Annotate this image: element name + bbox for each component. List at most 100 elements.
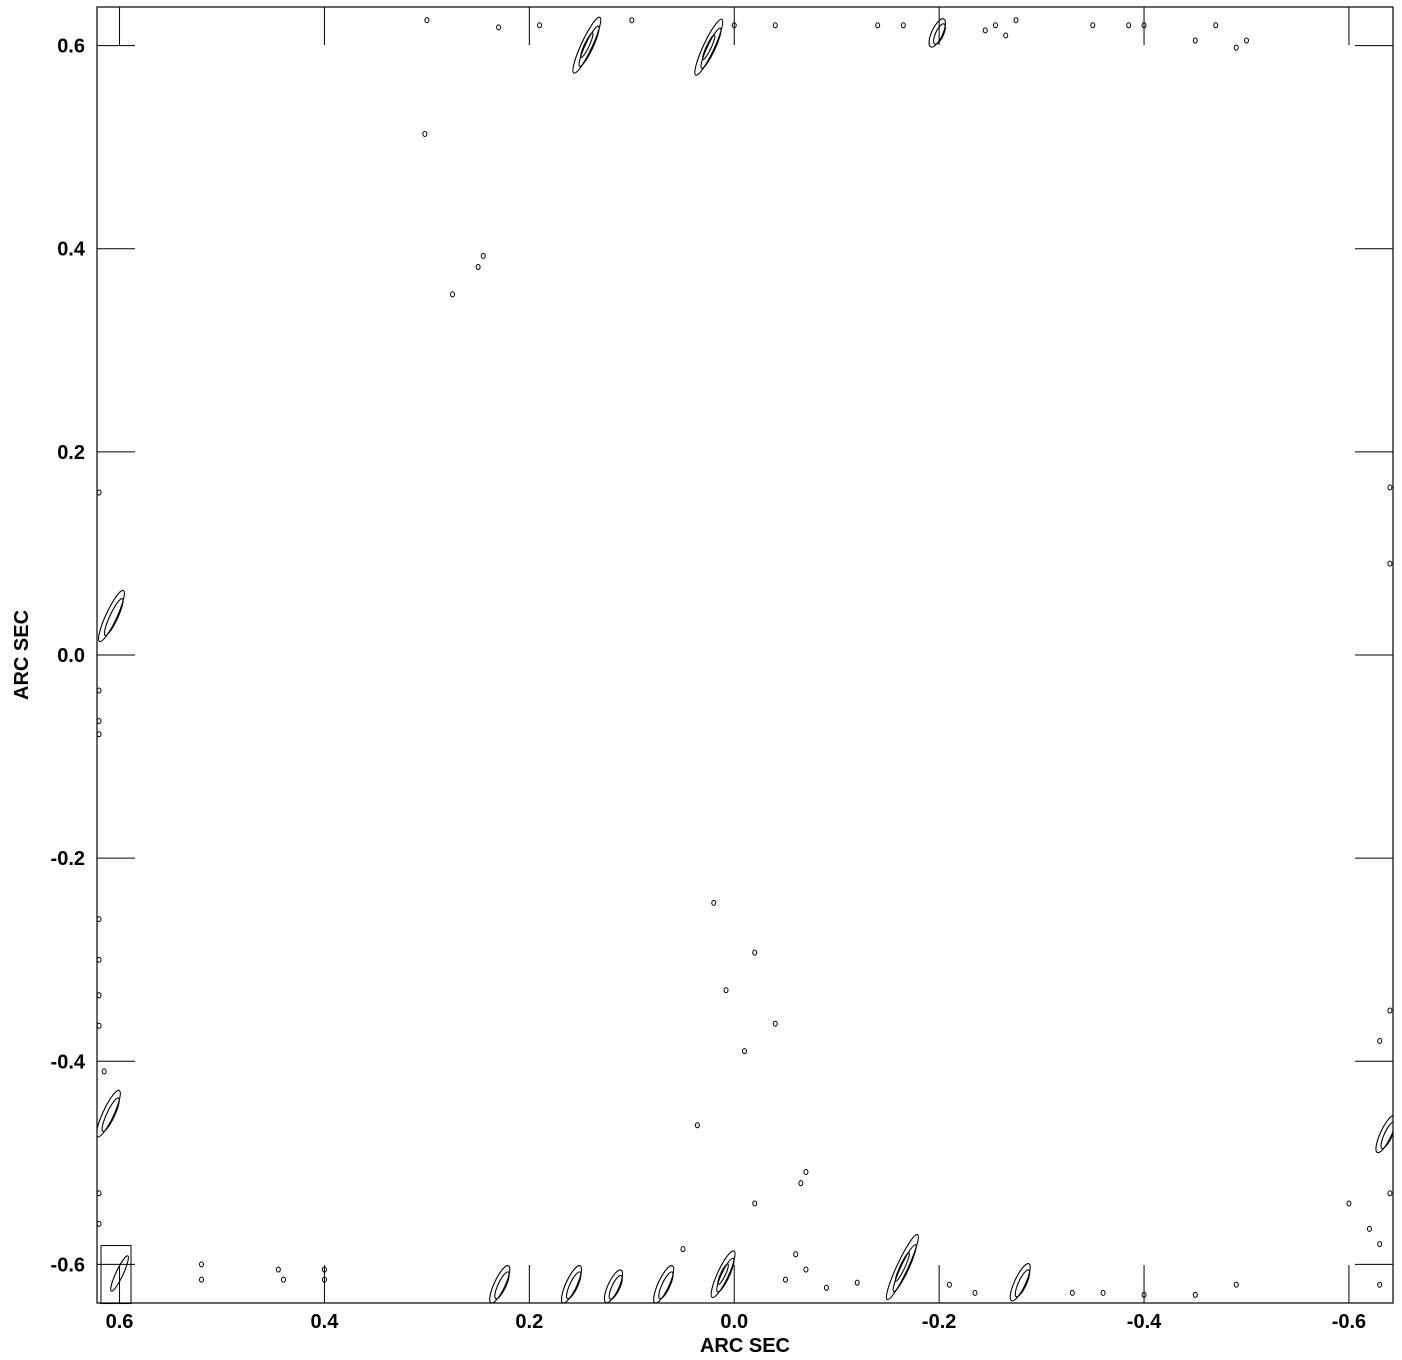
noise-speck (1377, 1241, 1383, 1248)
noise-speck (97, 992, 102, 999)
contour-level (658, 1271, 674, 1300)
plot-frame (96, 6, 1394, 1304)
contour-source (603, 1269, 624, 1303)
contour-source (572, 16, 602, 74)
noise-speck (280, 1276, 286, 1283)
noise-speck (629, 17, 635, 24)
noise-speck (1126, 22, 1132, 29)
noise-speck (1243, 37, 1249, 44)
noise-speck (1233, 1281, 1239, 1288)
contour-level (494, 1271, 510, 1300)
contour-source (710, 1250, 736, 1299)
noise-speck (782, 1276, 788, 1283)
noise-speck (803, 1266, 809, 1273)
contour-level (933, 23, 946, 45)
noise-speck (1377, 1281, 1383, 1288)
contour-source (694, 18, 724, 76)
noise-speck (875, 22, 881, 29)
noise-speck (101, 1068, 107, 1075)
axis-ticks (97, 7, 1393, 1303)
contour-source (928, 18, 946, 48)
y-tick-label: -0.4 (51, 1051, 86, 1073)
noise-speck (854, 1279, 860, 1286)
x-tick-label: -0.4 (1127, 1311, 1162, 1333)
contour-level (894, 1252, 910, 1282)
noise-speck (752, 1200, 758, 1207)
noise-speck (1387, 1007, 1393, 1014)
noise-speck (1346, 1200, 1352, 1207)
noise-speck (1069, 1289, 1075, 1296)
noise-speck (982, 27, 988, 34)
noise-specks (97, 17, 1393, 1298)
noise-speck (823, 1284, 829, 1291)
noise-speck (424, 17, 430, 24)
noise-speck (97, 1220, 102, 1227)
y-tick-label: 0.6 (57, 36, 85, 58)
contour-source (885, 1233, 919, 1301)
noise-speck (772, 22, 778, 29)
contour-level (608, 1275, 623, 1300)
noise-speck (97, 1022, 102, 1029)
beam-box (100, 1245, 132, 1305)
noise-speck (1387, 560, 1393, 567)
contour-source (489, 1265, 511, 1303)
noise-speck (694, 1122, 700, 1129)
noise-speck (972, 1289, 978, 1296)
contour-level (702, 34, 716, 61)
x-tick-label: -0.2 (922, 1311, 956, 1333)
noise-speck (97, 718, 102, 725)
contour-source (97, 1089, 121, 1138)
contour-source (1375, 1114, 1393, 1154)
noise-speck (475, 264, 481, 271)
noise-speck (772, 1020, 778, 1027)
noise-speck (1090, 22, 1096, 29)
noise-speck (1213, 22, 1219, 29)
contour-level (565, 1271, 582, 1300)
contour-level (572, 16, 602, 74)
noise-speck (97, 1190, 102, 1197)
noise-speck (321, 1276, 327, 1283)
contour-level (892, 1244, 917, 1293)
axis-tick-labels: 0.6 0.4 0.2 0.0 -0.2 -0.4 -0.6 0.6 0.4 0.2 0.0 -0.2… (51, 36, 1367, 1333)
contour-level (560, 1265, 583, 1303)
noise-speck (1141, 1291, 1147, 1298)
noise-speck (680, 1246, 686, 1253)
contour-level (1014, 1269, 1031, 1298)
beam-frame (100, 1245, 132, 1305)
contour-level (580, 32, 594, 59)
noise-speck (992, 22, 998, 29)
noise-speck (1100, 1289, 1106, 1296)
noise-speck (731, 22, 737, 29)
noise-speck (1003, 32, 1009, 39)
noise-speck (1377, 1037, 1383, 1044)
x-tick-label: 0.0 (720, 1311, 748, 1333)
noise-speck (97, 956, 102, 963)
contour-level (928, 18, 946, 48)
noise-speck (723, 987, 729, 994)
noise-speck (1366, 1225, 1372, 1232)
contour-level (1375, 1114, 1393, 1154)
contour-sources (97, 16, 1393, 1303)
noise-speck (97, 916, 102, 923)
x-axis-label: ARC SEC (700, 1335, 790, 1357)
y-tick-label: -0.6 (51, 1254, 85, 1276)
noise-speck (97, 489, 102, 496)
contour-source (560, 1265, 583, 1303)
noise-speck (793, 1251, 799, 1258)
noise-speck (321, 1266, 327, 1273)
contour-level (710, 1250, 736, 1299)
x-tick-label: -0.6 (1332, 1311, 1366, 1333)
contour-level (489, 1265, 511, 1303)
contour-source (653, 1265, 675, 1303)
contour-level (716, 1257, 735, 1293)
contour-source (1009, 1262, 1031, 1302)
noise-speck (97, 731, 102, 738)
noise-speck (275, 1266, 281, 1273)
noise-speck (900, 22, 906, 29)
noise-speck (1192, 37, 1198, 44)
contour-level (603, 1269, 624, 1303)
noise-speck (1192, 1291, 1198, 1298)
x-tick-label: 0.6 (106, 1311, 134, 1333)
contour-level (700, 27, 722, 69)
noise-speck (450, 291, 456, 298)
